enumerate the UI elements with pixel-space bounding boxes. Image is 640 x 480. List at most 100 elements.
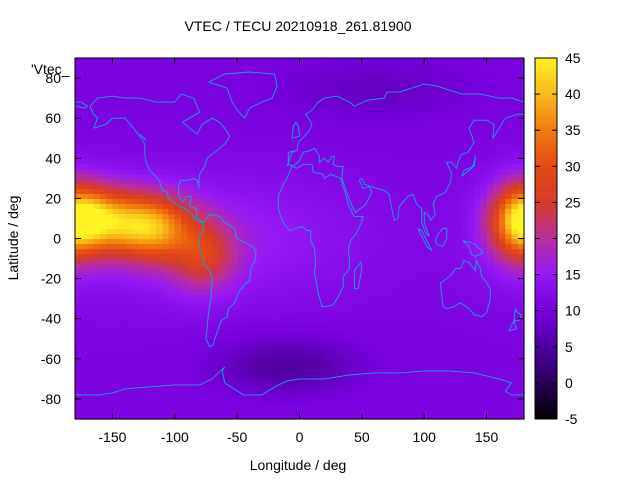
heatmap-cell [287, 158, 294, 164]
heatmap-cell [124, 208, 132, 215]
heatmap-cell [368, 88, 375, 94]
heatmap-cell [118, 208, 126, 215]
heatmap-cell [87, 278, 95, 285]
heatmap-cell [486, 403, 494, 410]
heatmap-cell [349, 138, 357, 144]
heatmap-cell [305, 158, 313, 164]
heatmap-cell [505, 283, 513, 290]
heatmap-cell [449, 198, 457, 204]
heatmap-cell [386, 398, 394, 405]
heatmap-cell [368, 333, 375, 340]
heatmap-cell [480, 293, 488, 300]
heatmap-cell [380, 248, 388, 255]
heatmap-cell [274, 143, 282, 149]
heatmap-cell [299, 118, 307, 124]
heatmap-cell [349, 188, 357, 194]
heatmap-cell [274, 218, 282, 225]
heatmap-cell [355, 413, 363, 420]
heatmap-cell [293, 118, 301, 124]
heatmap-cell [124, 353, 132, 360]
heatmap-cell [199, 238, 207, 245]
heatmap-cell [449, 73, 457, 79]
heatmap-cell [455, 238, 463, 245]
heatmap-cell [349, 163, 357, 169]
heatmap-cell [492, 353, 500, 360]
heatmap-cell [355, 93, 363, 99]
heatmap-cell [474, 298, 481, 305]
heatmap-cell [99, 133, 107, 139]
heatmap-cell [87, 208, 95, 215]
heatmap-cell [305, 323, 313, 330]
heatmap-cell [349, 203, 357, 210]
heatmap-cell [99, 158, 107, 164]
heatmap-cell [118, 228, 126, 235]
heatmap-cell [318, 368, 326, 375]
heatmap-cell [218, 93, 226, 99]
heatmap-cell [368, 293, 375, 300]
heatmap-cell [249, 243, 257, 250]
heatmap-cell [492, 403, 500, 410]
heatmap-cell [455, 253, 463, 260]
heatmap-cell [311, 393, 319, 400]
heatmap-cell [455, 193, 463, 199]
heatmap-cell [124, 73, 132, 79]
heatmap-cell [430, 333, 438, 340]
heatmap-cell [162, 383, 170, 390]
heatmap-cell [455, 203, 463, 210]
heatmap-cell [268, 238, 276, 245]
heatmap-cell [299, 378, 307, 385]
heatmap-cell [380, 93, 388, 99]
heatmap-cell [330, 403, 338, 410]
heatmap-cell [174, 408, 182, 415]
heatmap-cell [205, 158, 213, 164]
heatmap-cell [81, 58, 89, 64]
heatmap-cell [336, 118, 344, 124]
heatmap-cell [212, 203, 220, 210]
heatmap-cell [156, 223, 163, 230]
heatmap-cell [174, 83, 182, 89]
heatmap-cell [474, 148, 481, 154]
heatmap-cell [311, 398, 319, 405]
heatmap-cell [455, 148, 463, 154]
heatmap-cell [75, 158, 82, 164]
heatmap-cell [187, 163, 195, 169]
heatmap-cell [143, 138, 151, 144]
heatmap-cell [474, 158, 481, 164]
heatmap-cell [499, 393, 506, 400]
heatmap-cell [499, 128, 506, 134]
heatmap-cell [99, 293, 107, 300]
heatmap-cell [280, 158, 288, 164]
heatmap-cell [361, 103, 369, 109]
heatmap-cell [75, 83, 82, 89]
heatmap-cell [424, 208, 432, 215]
heatmap-cell [137, 258, 145, 265]
heatmap-cell [137, 273, 145, 280]
heatmap-cell [81, 218, 89, 225]
heatmap-cell [480, 193, 488, 199]
heatmap-cell [99, 103, 107, 109]
heatmap-cell [417, 188, 425, 194]
heatmap-cell [287, 323, 294, 330]
heatmap-cell [492, 178, 500, 184]
heatmap-cell [230, 148, 238, 154]
heatmap-cell [237, 343, 244, 350]
heatmap-cell [149, 113, 157, 119]
heatmap-cell [205, 368, 213, 375]
heatmap-cell [237, 393, 244, 400]
heatmap-cell [293, 268, 301, 275]
heatmap-cell [480, 113, 488, 119]
heatmap-cell [455, 98, 463, 104]
heatmap-cell [349, 173, 357, 179]
heatmap-cell [156, 88, 163, 94]
heatmap-cell [361, 118, 369, 124]
heatmap-cell [212, 368, 220, 375]
heatmap-cell [255, 108, 263, 114]
heatmap-cell [318, 188, 326, 194]
heatmap-cell [318, 68, 326, 74]
heatmap-cell [386, 373, 394, 380]
heatmap-cell [249, 138, 257, 144]
heatmap-cell [255, 353, 263, 360]
heatmap-cell [87, 173, 95, 179]
heatmap-cell [349, 253, 357, 260]
heatmap-cell [193, 153, 201, 159]
